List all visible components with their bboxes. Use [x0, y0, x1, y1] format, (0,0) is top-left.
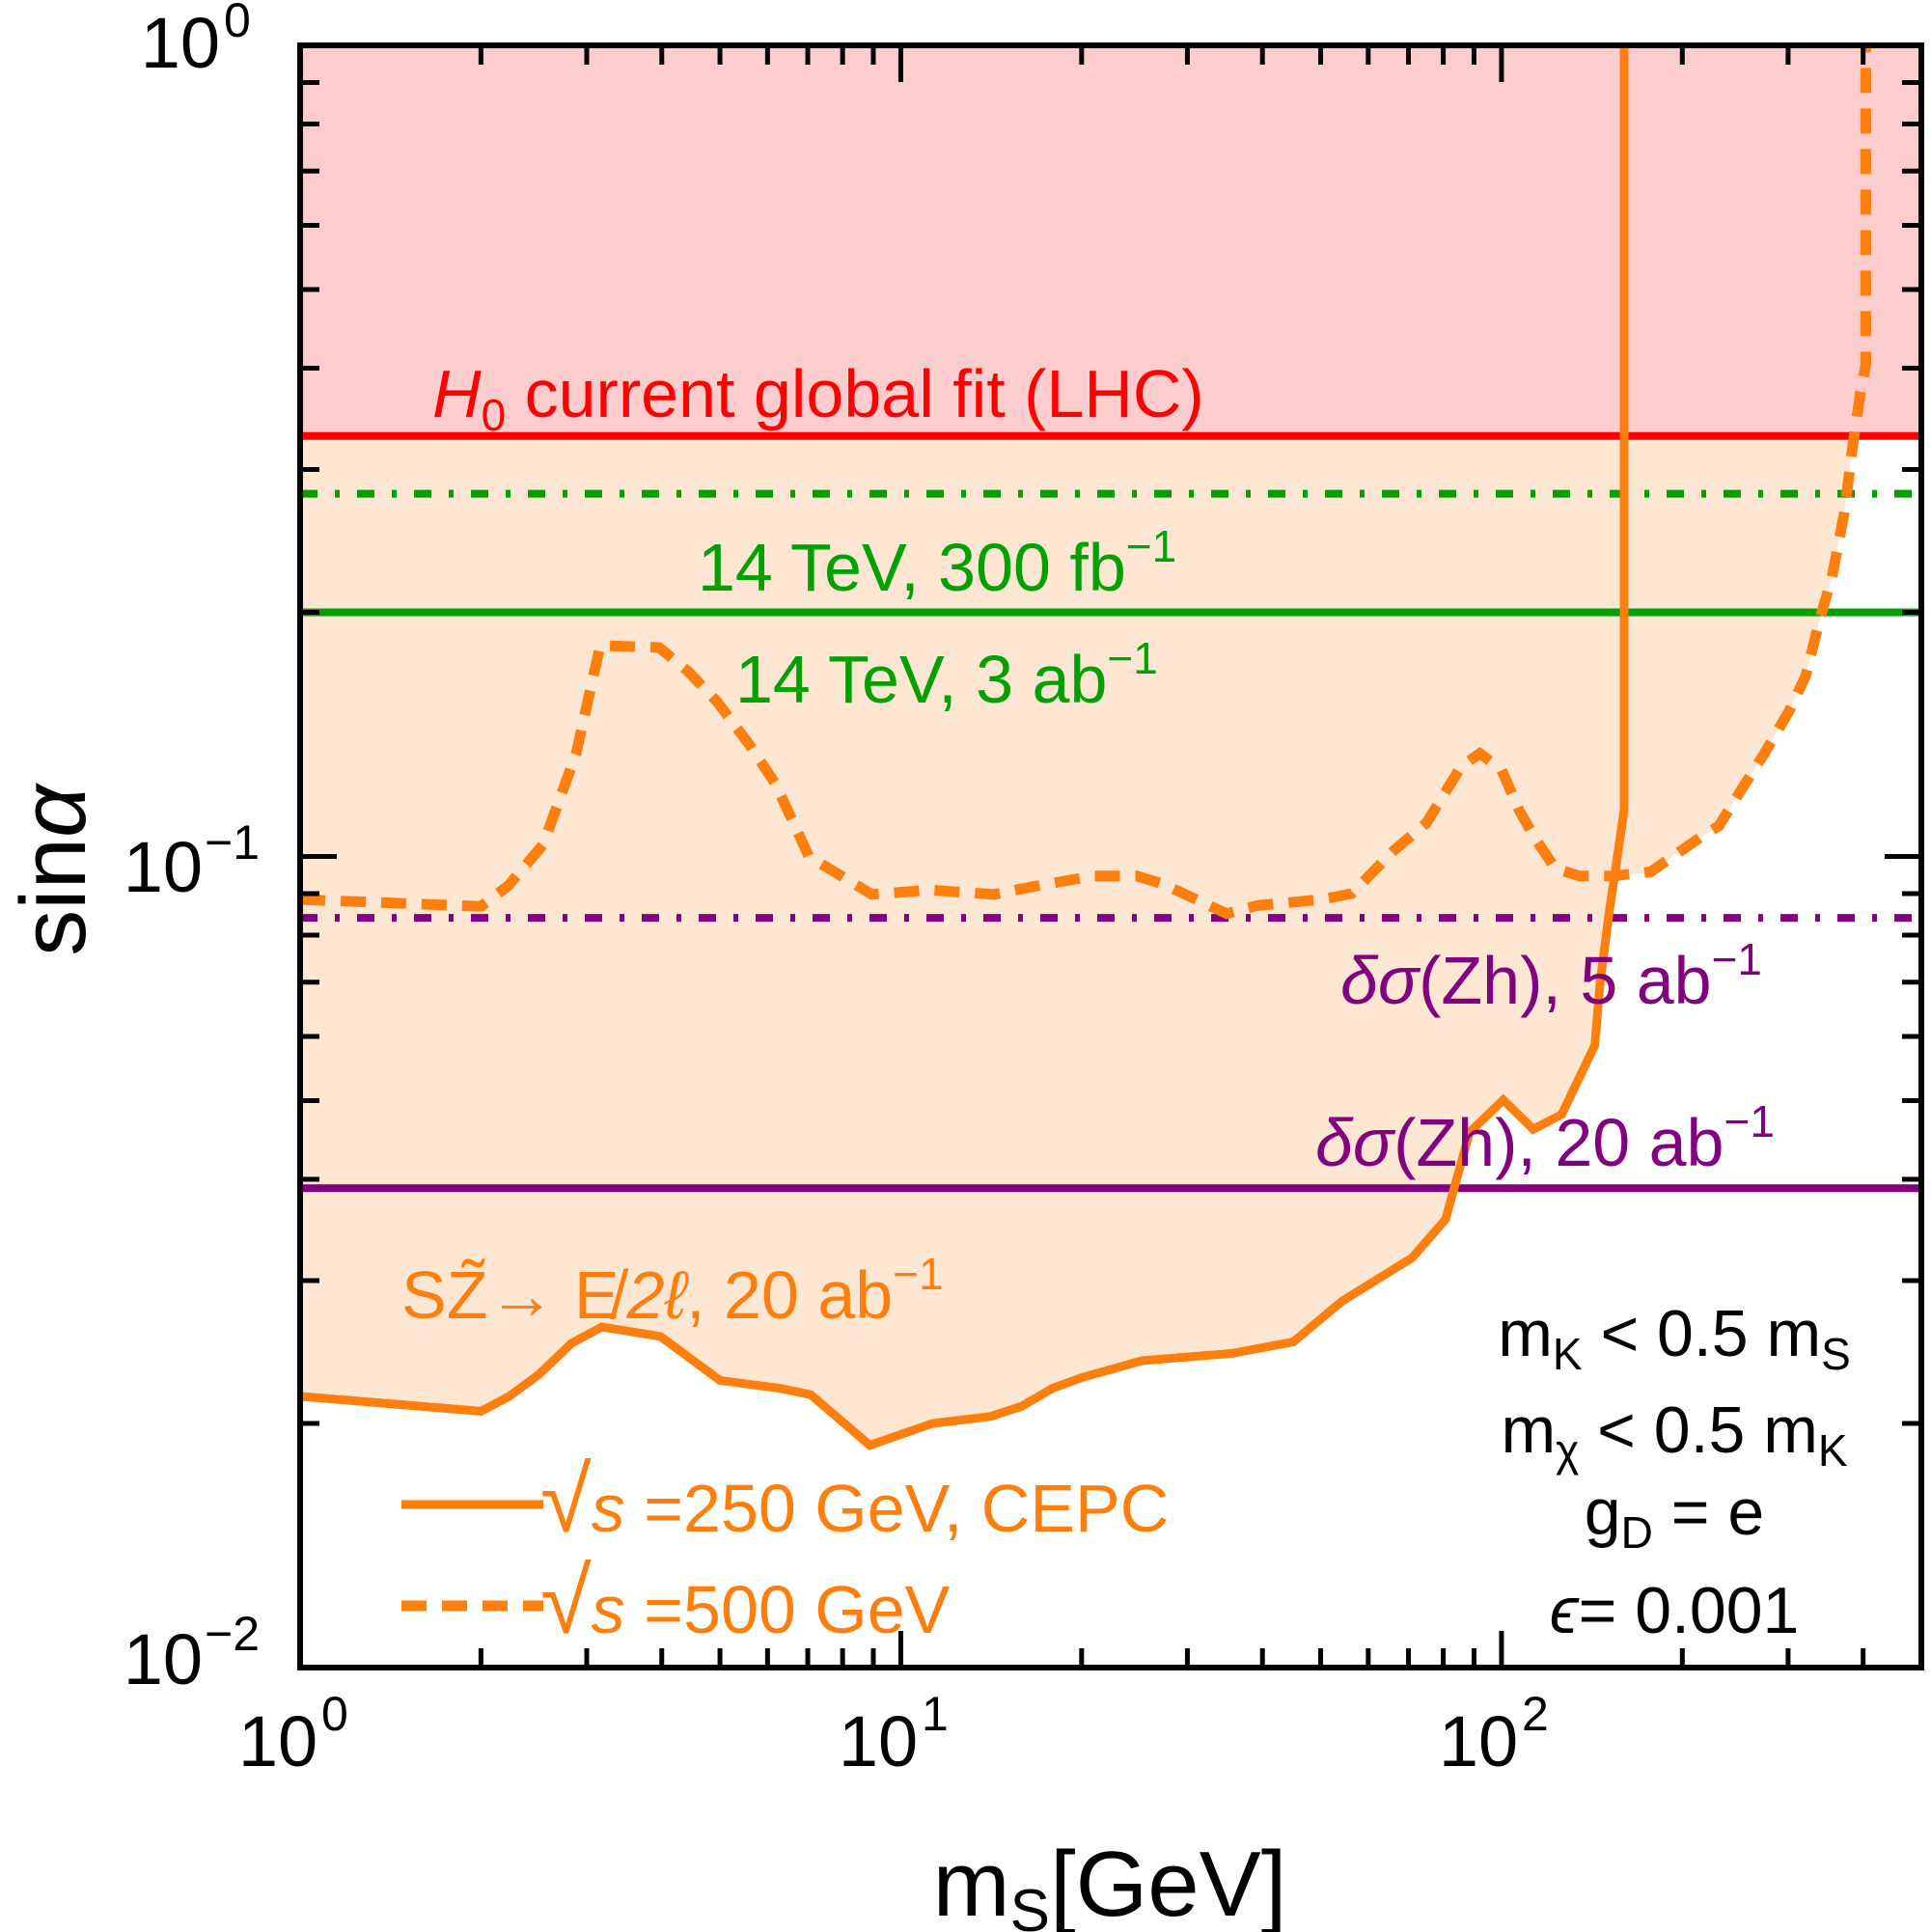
legend-label-500gev: √s =500 GeV [540, 1550, 951, 1653]
x-axis-label: mS[GeV] [933, 1833, 1287, 1932]
lhc-3ab-label: 14 TeV, 3 ab−1 [735, 633, 1158, 717]
x-tick-label-1: 10 [238, 1701, 317, 1781]
axis-ticks [297, 42, 1924, 1670]
series-line-500gev [300, 45, 1871, 920]
y-tick-exp-1: 0 [224, 0, 251, 47]
y-tick-label-1: 10 [141, 3, 220, 83]
process-label: SZ̃→ E̸ 2ℓ, 20 ab−1 [401, 1249, 944, 1333]
y-tick-label-0.01: 10 [124, 1619, 203, 1699]
annotation-epsilon: ϵ= 0.001 [1550, 1574, 1800, 1647]
plot-area [300, 45, 1921, 1450]
x-tick-label-10: 10 [839, 1701, 918, 1781]
legend: √s =250 GeV, CEPC √s =500 GeV [401, 1449, 1169, 1653]
lhc-300fb-label: 14 TeV, 300 fb−1 [698, 521, 1176, 605]
series-line-250gev-cepc [300, 45, 1629, 1450]
x-tick-label-100: 10 [1439, 1701, 1518, 1781]
x-tick-exp-10: 1 [922, 1687, 949, 1741]
zh-5ab-label: δσ(Zh), 5 ab−1 [1340, 934, 1762, 1018]
h0-limit-label: H0 current global fit (LHC) [432, 356, 1204, 440]
annotation-gd: gD = e [1585, 1476, 1764, 1558]
y-axis-label: sinα [2, 783, 105, 956]
parameter-annotations: mK < 0.5 mS mχ < 0.5 mK gD = e ϵ= 0.001 [1498, 1297, 1851, 1647]
horizontal-limit-lines [300, 431, 1921, 1193]
zh-20ab-label: δσ(Zh), 20 ab−1 [1315, 1096, 1775, 1180]
y-tick-exp-0.1: −1 [205, 815, 260, 869]
x-tick-exp-1: 0 [321, 1687, 348, 1741]
h0-excluded-region-fill [300, 45, 1921, 436]
annotation-mchi: mχ < 0.5 mK [1501, 1394, 1847, 1476]
annotation-mk: mK < 0.5 mS [1498, 1297, 1851, 1379]
y-tick-exp-0.01: −2 [205, 1607, 260, 1661]
y-tick-label-0.1: 10 [124, 827, 203, 907]
x-tick-exp-100: 2 [1522, 1687, 1549, 1741]
legend-label-250gev: √s =250 GeV, CEPC [540, 1449, 1169, 1552]
